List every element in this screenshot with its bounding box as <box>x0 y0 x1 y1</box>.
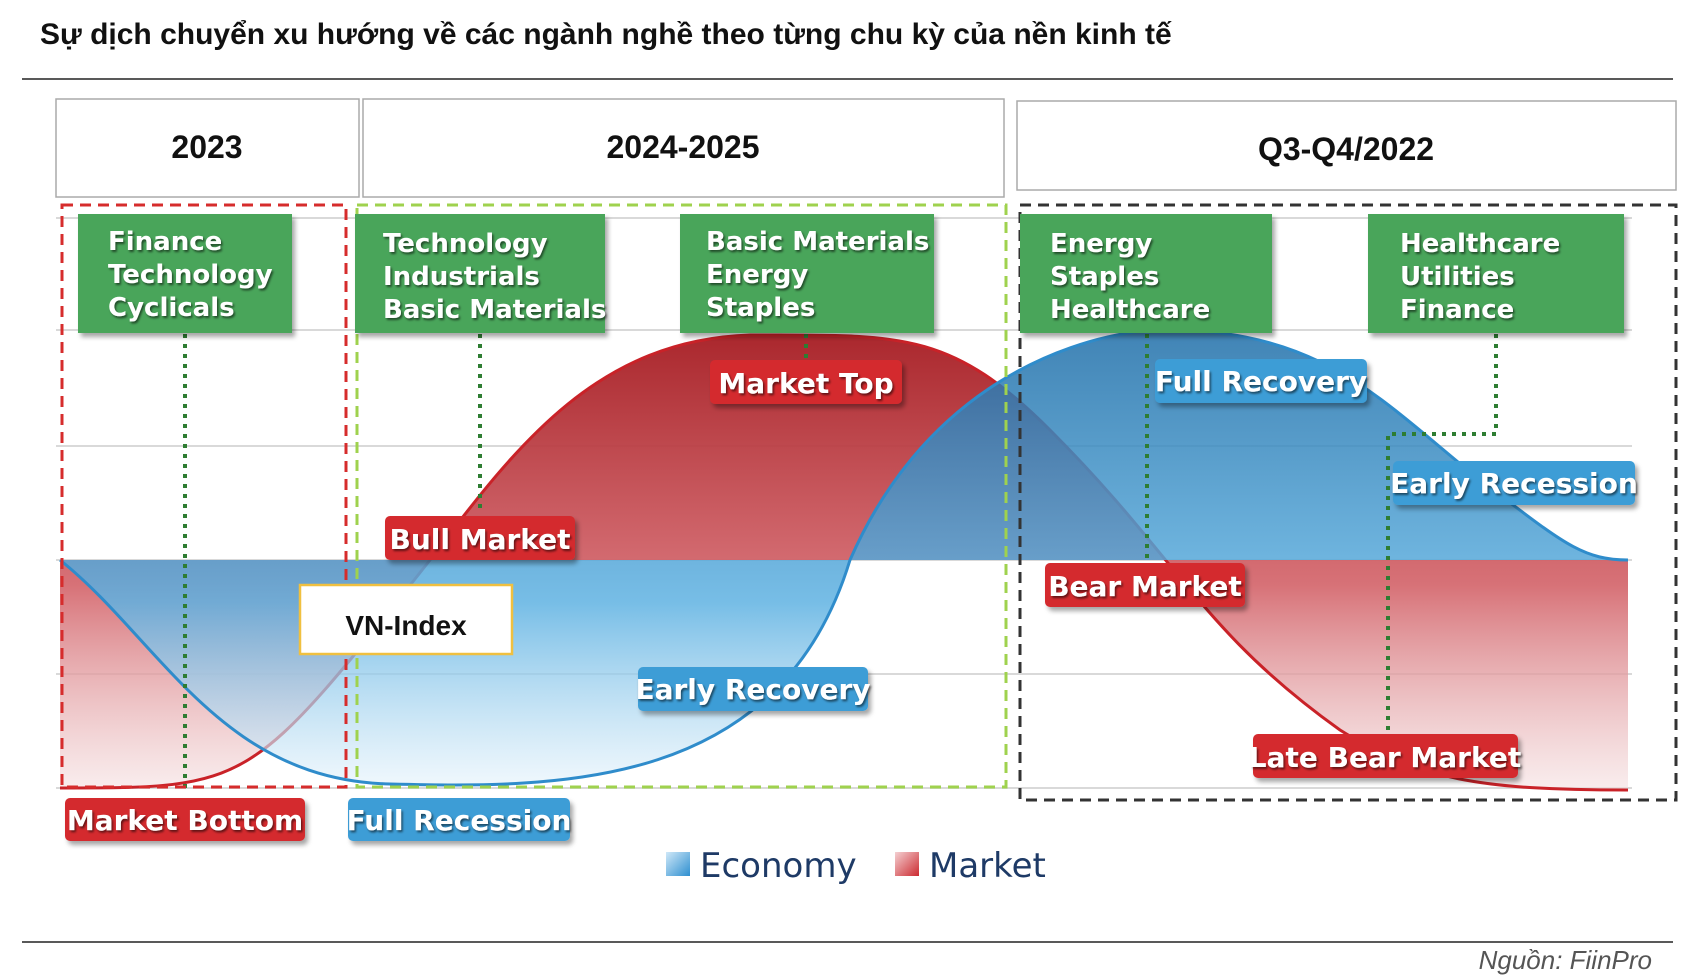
sector-box-1: Finance Technology Cyclicals <box>78 214 292 333</box>
sector-box-4-line-3: Healthcare <box>1050 295 1210 325</box>
label-bear-market-text: Bear Market <box>1048 570 1242 603</box>
sector-box-2-line-2: Industrials <box>383 262 540 292</box>
period-frame-2024-2025 <box>355 203 1008 789</box>
sector-box-1-line-2: Technology <box>108 260 273 290</box>
economy-curve-area <box>60 329 1628 785</box>
legend-market-label: Market <box>929 846 1046 886</box>
sector-box-5-line-1: Healthcare <box>1400 229 1560 259</box>
label-full-recession: Full Recession <box>347 798 572 841</box>
legend: Economy Market <box>666 846 1046 886</box>
vn-index-label: VN-Index <box>345 610 467 641</box>
label-late-bear-market: Late Bear Market <box>1249 734 1521 778</box>
sector-box-2-line-3: Basic Materials <box>383 295 606 325</box>
sector-box-5-line-2: Utilities <box>1400 262 1515 292</box>
label-full-recovery-text: Full Recovery <box>1155 365 1367 398</box>
period-box-2024-2025 <box>362 98 1005 198</box>
label-early-recovery-text: Early Recovery <box>635 673 870 706</box>
sector-box-3-line-2: Energy <box>706 260 808 290</box>
sector-box-3-line-3: Staples <box>706 293 815 323</box>
sector-box-2-line-1: Technology <box>383 229 548 259</box>
period-frame-q3q4-2022 <box>1018 203 1678 802</box>
sector-box-3-line-1: Basic Materials <box>706 227 929 257</box>
legend-economy-label: Economy <box>700 846 857 886</box>
sector-box-5-line-3: Finance <box>1400 295 1514 325</box>
sector-box-3: Basic Materials Energy Staples <box>680 214 934 333</box>
label-market-bottom: Market Bottom <box>65 798 305 841</box>
label-full-recovery: Full Recovery <box>1155 359 1367 403</box>
label-market-bottom-text: Market Bottom <box>67 804 303 837</box>
label-early-recovery: Early Recovery <box>635 667 871 711</box>
label-bull-market: Bull Market <box>385 516 575 560</box>
page-title: Sự dịch chuyển xu hướng về các ngành ngh… <box>40 18 1172 51</box>
sector-box-4-line-2: Staples <box>1050 262 1159 292</box>
sector-box-4: Energy Staples Healthcare <box>1020 214 1272 333</box>
legend-market-swatch <box>895 852 919 876</box>
label-full-recession-text: Full Recession <box>347 804 572 837</box>
sector-box-1-line-3: Cyclicals <box>108 293 235 323</box>
period-box-2023 <box>55 98 360 198</box>
period-box-q3q4-2022 <box>1016 100 1677 191</box>
label-bull-market-text: Bull Market <box>389 523 570 556</box>
economy-curve <box>59 328 1629 787</box>
label-bear-market: Bear Market <box>1045 563 1245 607</box>
legend-economy-swatch <box>666 852 690 876</box>
sector-box-4-line-1: Energy <box>1050 229 1152 259</box>
source-note: Nguồn: FiinPro <box>1478 945 1652 975</box>
period-label-2023: 2023 <box>171 129 242 165</box>
period-frame-2023 <box>60 203 348 789</box>
sector-connectors <box>183 334 1498 788</box>
period-label-q3q4-2022: Q3-Q4/2022 <box>1258 131 1434 167</box>
sector-box-5: Healthcare Utilities Finance <box>1368 214 1624 333</box>
label-early-recession: Early Recession <box>1390 461 1638 505</box>
sector-box-1-line-1: Finance <box>108 227 222 257</box>
label-late-bear-market-text: Late Bear Market <box>1249 741 1521 774</box>
label-market-top: Market Top <box>710 360 902 404</box>
sector-box-2: Technology Industrials Basic Materials <box>355 214 606 333</box>
label-market-top-text: Market Top <box>718 367 893 400</box>
label-early-recession-text: Early Recession <box>1390 467 1638 500</box>
vn-index-marker: VN-Index <box>298 583 514 656</box>
period-label-2024-2025: 2024-2025 <box>606 129 759 165</box>
